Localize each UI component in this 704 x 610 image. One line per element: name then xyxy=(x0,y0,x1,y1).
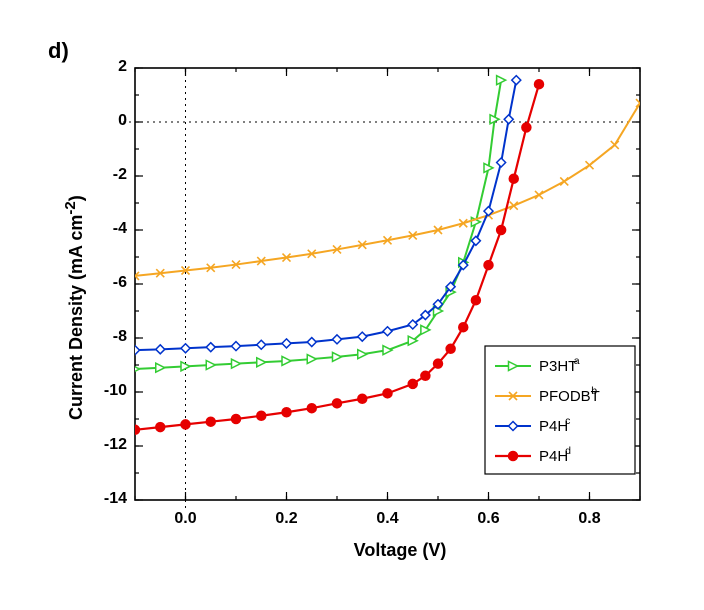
y-tick-label: -14 xyxy=(85,490,127,508)
legend-label-p4hd: P4H xyxy=(539,448,568,465)
series-p4hc xyxy=(135,80,516,350)
x-tick-label: 0.0 xyxy=(164,510,208,528)
y-tick-label: -2 xyxy=(85,166,127,184)
series-p3ht xyxy=(135,80,501,369)
legend-label-p4hc: P4H xyxy=(539,418,568,435)
x-tick-label: 0.8 xyxy=(568,510,612,528)
svg-text:b: b xyxy=(591,385,597,397)
svg-text:c: c xyxy=(565,415,570,427)
y-tick-label: -8 xyxy=(85,328,127,346)
y-tick-label: 0 xyxy=(85,112,127,130)
y-tick-label: -12 xyxy=(85,436,127,454)
y-tick-label: -6 xyxy=(85,274,127,292)
x-tick-label: 0.2 xyxy=(265,510,309,528)
svg-text:d: d xyxy=(565,445,571,457)
y-tick-label: -4 xyxy=(85,220,127,238)
panel-label: d) xyxy=(48,38,69,64)
legend-label-p3ht: P3HT xyxy=(539,358,577,375)
series-pfodbt xyxy=(135,103,640,276)
y-tick-label: 2 xyxy=(85,58,127,76)
x-tick-label: 0.4 xyxy=(366,510,410,528)
series-p4hd xyxy=(135,84,539,430)
y-tick-label: -10 xyxy=(85,382,127,400)
x-axis-label: Voltage (V) xyxy=(320,540,480,561)
y-axis-label: Current Density (mA cm-2) xyxy=(62,195,87,420)
chart-container: d) P3HTaPFODBTbP4HcP4Hd Current Density … xyxy=(0,0,704,610)
x-tick-label: 0.6 xyxy=(467,510,511,528)
svg-text:a: a xyxy=(574,355,580,367)
